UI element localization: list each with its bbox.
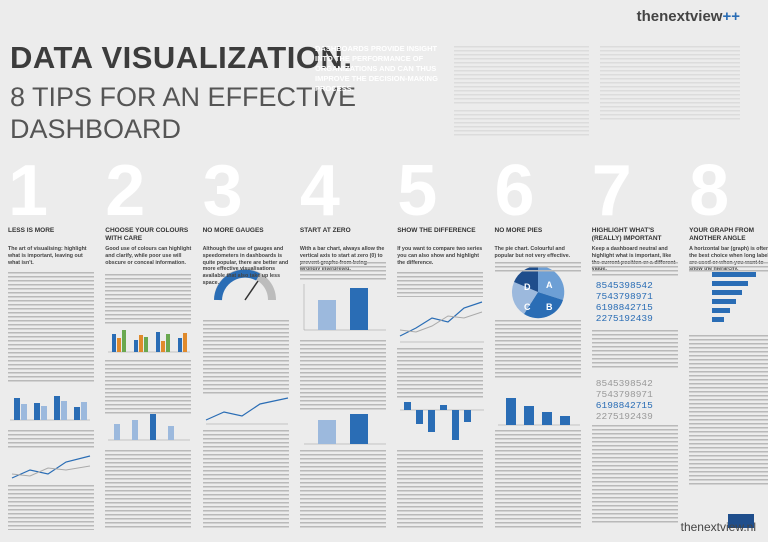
body-text [202, 430, 289, 530]
intro: DASHBOARDS PROVIDE INSIGHT INTO THE PERF… [315, 44, 438, 93]
body-text [8, 485, 94, 530]
body-text [299, 262, 386, 282]
tip-lead: The art of visualising: highlight what i… [8, 246, 87, 266]
highlight-number: 8545398542 [595, 378, 653, 389]
tip-heading: HIGHLIGHT WHAT'S (REALLY) IMPORTANT [591, 227, 662, 242]
logo: thenextview++ [636, 8, 740, 25]
tip-lead: The pie chart. Colourful and popular but… [494, 246, 571, 259]
body-text [202, 340, 289, 395]
col5-charts [399, 301, 484, 440]
tip-heading: LESS IS MORE [8, 227, 55, 234]
subtitle: DASHBOARD [10, 114, 182, 144]
col2-charts [108, 330, 190, 441]
col3-charts [205, 269, 289, 425]
body-text [8, 272, 94, 382]
highlight-number: 6198842715 [595, 302, 653, 313]
highlight-number: 6198842715 [595, 400, 653, 411]
body-text [397, 348, 484, 398]
highlight-number: 7543798971 [595, 291, 653, 302]
tip-number: 1 [8, 151, 49, 231]
tip-number: 5 [397, 151, 438, 231]
footer-url: thenextview.nl [680, 520, 756, 534]
body-text [689, 335, 768, 485]
text-block [454, 46, 589, 104]
tip-heading: SHOW THE DIFFERENCE [397, 227, 476, 234]
body-text [494, 320, 581, 380]
tip-lead: Good use of colours can highlight and cl… [105, 246, 192, 266]
body-text [105, 360, 192, 415]
tip-number: 7 [591, 151, 632, 231]
body-text [397, 450, 484, 530]
col1-charts [10, 396, 91, 479]
tip-heading: CHOOSE YOUR COLOURS WITH CARE [105, 227, 189, 242]
highlight-number: 2275192439 [595, 411, 653, 422]
body-text [8, 430, 94, 450]
body-text [494, 430, 581, 530]
highlight-number: 2275192439 [595, 313, 653, 324]
pie-label: D [524, 282, 531, 292]
body-text [105, 450, 192, 530]
body-text [689, 262, 768, 272]
col4-charts [303, 284, 386, 445]
highlight-number: 8545398542 [595, 280, 653, 291]
body-text [591, 262, 678, 277]
tip-number: 2 [105, 151, 146, 231]
tip-lead: Although the use of gauges and speedomet… [202, 246, 289, 286]
body-text [397, 272, 484, 297]
tip-heading: YOUR GRAPH FROM ANOTHER ANGLE [689, 227, 755, 242]
tip-number: 4 [299, 151, 340, 231]
tip-lead: If you want to compare two series you ca… [397, 246, 483, 266]
text-block [454, 110, 589, 138]
sap-logo [728, 514, 754, 528]
pie-label: B [546, 302, 553, 312]
pie-label: C [524, 302, 531, 312]
body-text [299, 450, 386, 530]
tip-number: 6 [494, 151, 535, 231]
tip-heading: NO MORE PIES [494, 227, 543, 234]
col8-charts [712, 272, 756, 322]
tip-heading: START AT ZERO [299, 227, 351, 234]
body-text [299, 340, 386, 410]
body-text [494, 262, 581, 272]
tip-number: 3 [202, 151, 243, 231]
highlight-number: 7543798971 [595, 389, 653, 400]
subtitle: 8 TIPS FOR AN EFFECTIVE [10, 82, 357, 112]
body-text [591, 425, 678, 525]
pie-label: A [546, 280, 553, 290]
tip-heading: NO MORE GAUGES [202, 227, 264, 234]
body-text [105, 274, 192, 324]
text-block [600, 46, 740, 122]
title: DATA VISUALIZATION. [10, 40, 353, 75]
col6-charts [498, 265, 580, 426]
body-text [591, 330, 678, 370]
tip-number: 8 [689, 151, 730, 231]
